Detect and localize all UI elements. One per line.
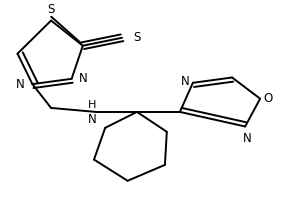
Text: N: N	[243, 132, 251, 145]
Text: N: N	[88, 113, 97, 126]
Text: H: H	[88, 100, 96, 110]
Text: N: N	[180, 75, 189, 88]
Text: N: N	[16, 78, 25, 91]
Text: S: S	[47, 3, 55, 16]
Text: S: S	[133, 31, 141, 44]
Text: N: N	[79, 72, 88, 85]
Text: O: O	[264, 92, 273, 105]
